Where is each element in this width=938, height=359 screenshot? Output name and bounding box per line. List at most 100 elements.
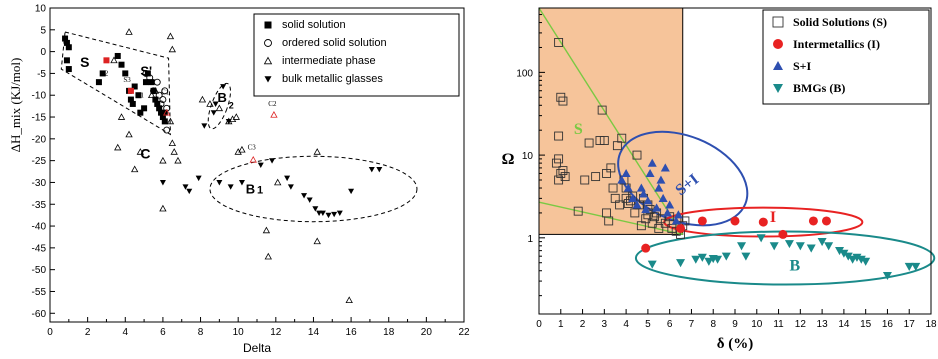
label-s1: S1 xyxy=(137,91,145,99)
label-s2: S2 xyxy=(101,70,109,78)
y-tick-label: -30 xyxy=(32,178,47,189)
label-c: C xyxy=(140,145,150,161)
data-point xyxy=(129,100,136,107)
data-point xyxy=(325,212,332,219)
x-tick-label: 10 xyxy=(233,327,245,338)
data-point xyxy=(182,184,189,190)
data-point xyxy=(136,148,145,155)
data-point xyxy=(127,87,134,94)
data-point xyxy=(249,155,257,163)
data-point xyxy=(882,271,892,281)
y-tick-label: 10 xyxy=(35,4,47,15)
data-point xyxy=(114,143,122,151)
data-point xyxy=(835,247,845,256)
data-point xyxy=(157,100,165,108)
x-tick-label: 14 xyxy=(838,319,850,330)
y-tick-label: 1 xyxy=(527,234,533,245)
data-point xyxy=(161,118,168,125)
x-tick-label: 5 xyxy=(645,319,651,330)
data-point xyxy=(554,37,564,47)
x-tick-label: 2 xyxy=(85,327,91,338)
label-b: B xyxy=(789,258,800,275)
data-point xyxy=(769,242,779,251)
data-point xyxy=(155,91,163,99)
x-tick-label: 10 xyxy=(751,319,763,330)
data-point xyxy=(166,32,175,40)
data-point xyxy=(313,148,321,155)
data-point xyxy=(238,180,245,186)
data-point xyxy=(220,84,227,90)
data-point xyxy=(153,78,161,86)
data-point xyxy=(287,184,294,190)
data-point xyxy=(641,204,651,214)
x-tick-label: 1 xyxy=(558,319,564,330)
data-point xyxy=(195,175,202,182)
data-point xyxy=(345,296,353,303)
data-point xyxy=(680,216,690,226)
data-point xyxy=(117,113,126,120)
data-point xyxy=(151,87,160,94)
data-point xyxy=(632,150,642,160)
data-point xyxy=(168,139,176,146)
label-c3: C3 xyxy=(248,144,257,152)
legend-box xyxy=(253,13,460,97)
data-point xyxy=(778,229,788,239)
data-point xyxy=(150,87,157,95)
data-point xyxy=(159,180,166,186)
data-point xyxy=(135,92,142,99)
label-s3: S3 xyxy=(123,76,131,84)
data-point xyxy=(163,104,171,112)
data-point xyxy=(174,156,182,164)
x-tick-label: 11 xyxy=(773,319,784,330)
x-tick-label: 13 xyxy=(817,319,829,330)
data-point xyxy=(162,108,171,116)
data-point xyxy=(673,210,683,219)
x-tick-label: 15 xyxy=(860,319,872,330)
data-point xyxy=(319,210,326,216)
data-point xyxy=(608,183,618,193)
x-tick-label: 17 xyxy=(904,319,916,330)
y-tick-label: -20 xyxy=(32,134,47,145)
x-tick-label: 8 xyxy=(198,327,204,338)
data-point xyxy=(554,175,564,185)
data-point xyxy=(144,70,151,77)
label-b2-sub: 2 xyxy=(229,100,234,110)
y-tick-label: -10 xyxy=(32,91,47,102)
data-point xyxy=(306,197,313,203)
data-point xyxy=(122,70,129,77)
data-point xyxy=(110,56,118,64)
data-point xyxy=(654,183,664,192)
data-point xyxy=(560,172,570,182)
data-point xyxy=(713,255,723,264)
data-point xyxy=(201,123,208,129)
data-point xyxy=(671,216,681,225)
data-point xyxy=(316,210,323,216)
data-point xyxy=(554,131,564,141)
data-point xyxy=(647,260,657,269)
data-point xyxy=(152,96,159,103)
data-point xyxy=(238,145,246,153)
data-point xyxy=(331,211,338,218)
label-c1: C1 xyxy=(161,88,170,96)
data-point xyxy=(262,226,271,234)
y-tick-label: -25 xyxy=(32,156,47,167)
data-point xyxy=(65,44,72,51)
data-point xyxy=(697,253,707,262)
b-region-outline xyxy=(634,230,936,286)
x-tick-label: 22 xyxy=(458,327,470,338)
b2-region-outline xyxy=(207,82,231,130)
legend-label: BMGs (B) xyxy=(793,81,845,95)
data-point xyxy=(206,100,214,107)
data-point xyxy=(159,204,167,212)
data-point xyxy=(584,138,594,148)
data-point xyxy=(142,79,149,86)
x-tick-label: 14 xyxy=(308,327,320,338)
data-point xyxy=(904,262,914,272)
left-chart: 0 2 4 6 8 10 12 14 16 18 20 221050-5-10-15-20-25-30… xyxy=(8,4,470,356)
data-point xyxy=(704,257,714,266)
data-point xyxy=(817,238,827,247)
data-point xyxy=(212,101,219,107)
data-point xyxy=(756,234,766,243)
data-point xyxy=(159,114,166,121)
